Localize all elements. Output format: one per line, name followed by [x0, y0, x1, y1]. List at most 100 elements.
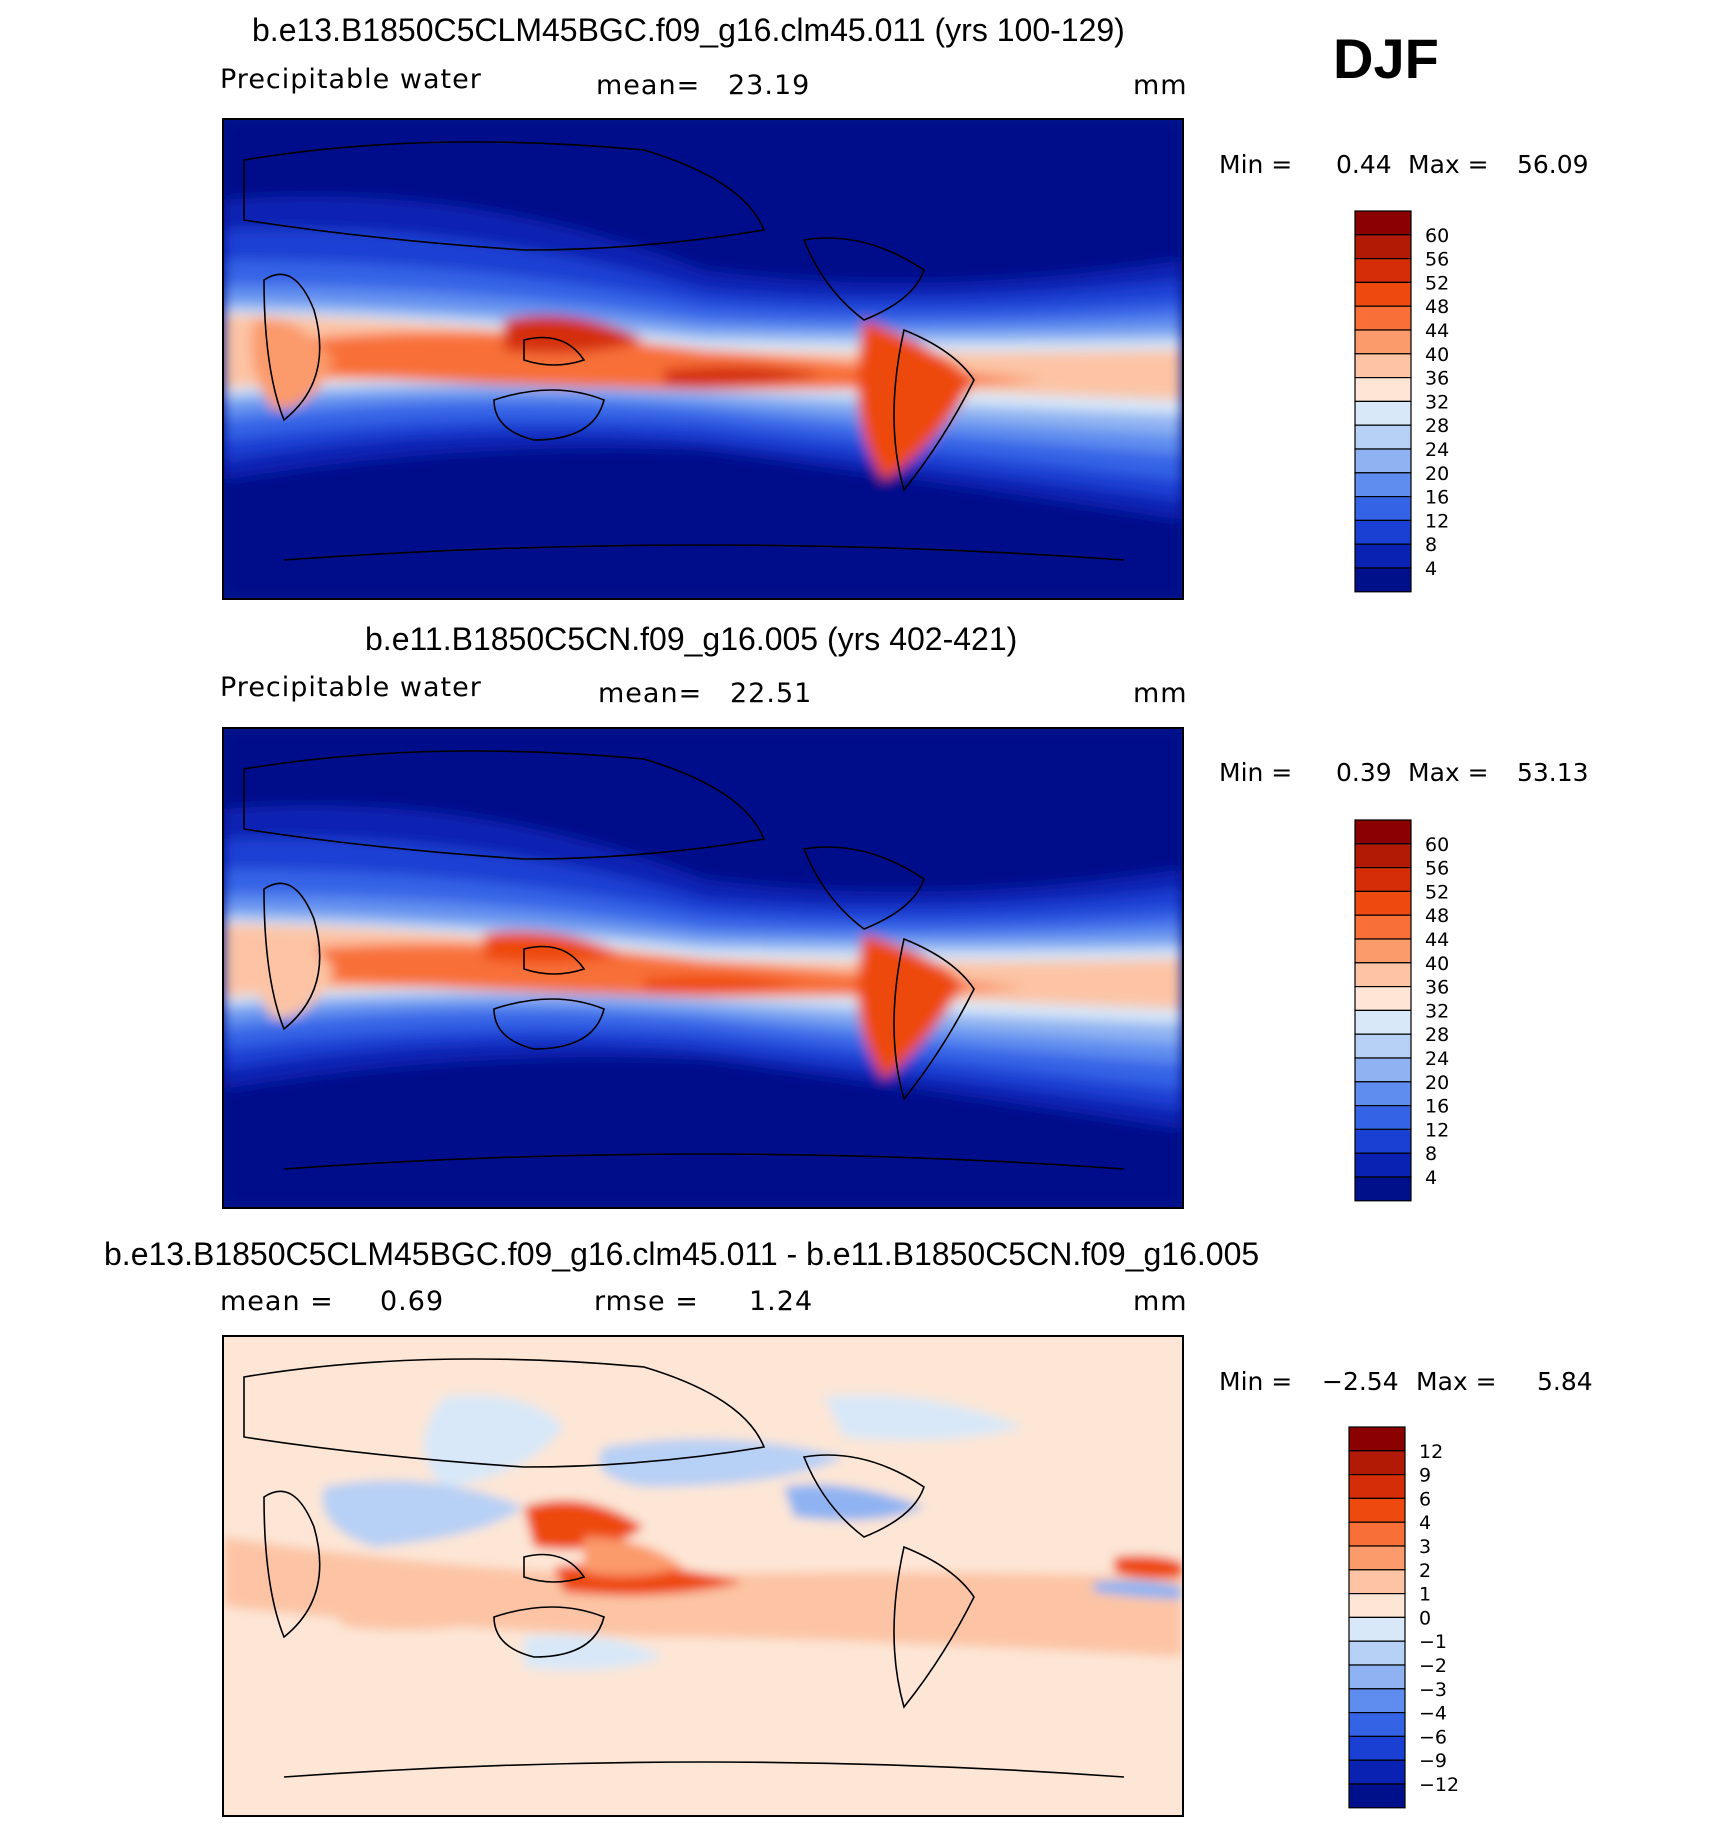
colorbar-label: 16 [1425, 487, 1449, 509]
colorbar-label: 20 [1425, 1072, 1449, 1094]
panel3-min-label: Min = [1219, 1367, 1293, 1396]
colorbar-swatch [1354, 305, 1412, 331]
season-label: DJF [1333, 27, 1439, 90]
panel3-min-value: −2.54 [1322, 1367, 1399, 1396]
colorbar-swatch [1354, 1009, 1412, 1035]
colorbar-swatch [1348, 1735, 1406, 1761]
panel3-rmse-value: 1.24 [749, 1286, 814, 1317]
colorbar-label: 36 [1425, 977, 1449, 999]
colorbar-label: 28 [1425, 1024, 1449, 1046]
colorbar-swatch [1354, 543, 1412, 569]
colorbar-swatch [1354, 377, 1412, 403]
colorbar-swatch [1354, 210, 1412, 236]
colorbar-swatch [1354, 866, 1412, 892]
colorbar-swatch [1348, 1712, 1406, 1738]
colorbar-label: 24 [1425, 439, 1449, 461]
panel1-min-value: 0.44 [1336, 150, 1392, 179]
colorbar-label: 12 [1425, 1119, 1449, 1141]
colorbar-label: 12 [1425, 510, 1449, 532]
colorbar-swatch [1354, 257, 1412, 283]
panel2-max-label: Max = [1408, 758, 1489, 787]
panel1-min-label: Min = [1219, 150, 1293, 179]
colorbar-swatch [1354, 890, 1412, 916]
colorbar-label: 6 [1419, 1488, 1431, 1510]
colorbar-swatch [1348, 1616, 1406, 1642]
colorbar-swatch [1354, 938, 1412, 964]
colorbar-swatch [1354, 986, 1412, 1012]
colorbar-swatch [1348, 1688, 1406, 1714]
panel3-max-label: Max = [1416, 1367, 1497, 1396]
colorbar-swatch [1348, 1640, 1406, 1666]
colorbar-label: 56 [1425, 858, 1449, 880]
panel2-max-value: 53.13 [1517, 758, 1589, 787]
colorbar-swatch [1348, 1497, 1406, 1523]
colorbar-label: 52 [1425, 272, 1449, 294]
panel1-units: mm [1133, 70, 1188, 101]
colorbar-swatch [1348, 1521, 1406, 1547]
panel2-map [222, 727, 1184, 1209]
panel2-min-value: 0.39 [1336, 758, 1392, 787]
colorbar-swatch [1348, 1664, 1406, 1690]
colorbar-label: 9 [1419, 1465, 1431, 1487]
colorbar-swatch [1354, 819, 1412, 845]
panel2-variable: Precipitable water [220, 672, 482, 703]
colorbar-label: 8 [1425, 1143, 1437, 1165]
colorbar-swatch [1354, 843, 1412, 869]
panel3-map [222, 1335, 1184, 1817]
panel3-mean-label: mean = [220, 1286, 334, 1317]
colorbar-swatch [1348, 1450, 1406, 1476]
colorbar-label: 48 [1425, 296, 1449, 318]
colorbar-label: −4 [1419, 1703, 1447, 1725]
panel1-mean-label: mean= [596, 70, 701, 101]
colorbar-swatch [1354, 1081, 1412, 1107]
colorbar-label: 60 [1425, 834, 1449, 856]
colorbar-swatch [1354, 281, 1412, 307]
colorbar-swatch [1354, 914, 1412, 940]
panel3-rmse-label: rmse = [594, 1286, 699, 1317]
colorbar-label: 32 [1425, 1000, 1449, 1022]
colorbar-label: −1 [1419, 1631, 1447, 1653]
colorbar-label: −2 [1419, 1655, 1447, 1677]
colorbar-swatch [1354, 424, 1412, 450]
colorbar-label: −3 [1419, 1679, 1447, 1701]
panel1-variable: Precipitable water [220, 64, 482, 95]
colorbar-swatch [1348, 1593, 1406, 1619]
colorbar-label: −6 [1419, 1726, 1447, 1748]
panel3-title: b.e13.B1850C5CLM45BGC.f09_g16.clm45.011 … [104, 1236, 1260, 1272]
colorbar-label: 16 [1425, 1096, 1449, 1118]
colorbar-label: 20 [1425, 463, 1449, 485]
colorbar-label: 12 [1419, 1441, 1443, 1463]
colorbar-label: 28 [1425, 415, 1449, 437]
colorbar-label: 8 [1425, 534, 1437, 556]
panel3-colorbar: 12 9 6 4 3 2 1 0 −1 −2 −3 −4 −6 −9 −12 [1348, 1426, 1509, 1809]
colorbar-swatch [1348, 1426, 1406, 1452]
colorbar-swatch [1354, 234, 1412, 260]
colorbar-swatch [1354, 567, 1412, 593]
colorbar-swatch [1354, 1105, 1412, 1131]
panel2-min-label: Min = [1219, 758, 1293, 787]
panel1-max-label: Max = [1408, 150, 1489, 179]
colorbar-label: 52 [1425, 881, 1449, 903]
colorbar-swatch [1354, 472, 1412, 498]
colorbar-swatch [1348, 1759, 1406, 1785]
colorbar-label: 40 [1425, 953, 1449, 975]
colorbar-label: −9 [1419, 1750, 1447, 1772]
colorbar-label: 0 [1419, 1607, 1431, 1629]
panel3-max-value: 5.84 [1537, 1367, 1593, 1396]
panel2-colorbar: 60 56 52 48 44 40 36 32 28 24 20 16 12 8 4 [1354, 819, 1515, 1202]
panel3-mean-value: 0.69 [380, 1286, 445, 1317]
panel2-mean-value: 22.51 [730, 678, 813, 709]
panel1-colorbar: 60 56 52 48 44 40 36 32 28 24 20 16 12 8 4 [1354, 210, 1515, 593]
colorbar-swatch [1354, 496, 1412, 522]
panel1-mean-value: 23.19 [728, 70, 811, 101]
colorbar-swatch [1354, 329, 1412, 355]
colorbar-label: 3 [1419, 1536, 1431, 1558]
colorbar-swatch [1354, 448, 1412, 474]
colorbar-swatch [1354, 1176, 1412, 1202]
colorbar-swatch [1348, 1473, 1406, 1499]
colorbar-label: 36 [1425, 368, 1449, 390]
colorbar-label: 48 [1425, 905, 1449, 927]
colorbar-label: 4 [1425, 558, 1437, 580]
colorbar-swatch [1354, 1057, 1412, 1083]
panel1-title: b.e13.B1850C5CLM45BGC.f09_g16.clm45.011 … [252, 12, 1125, 48]
